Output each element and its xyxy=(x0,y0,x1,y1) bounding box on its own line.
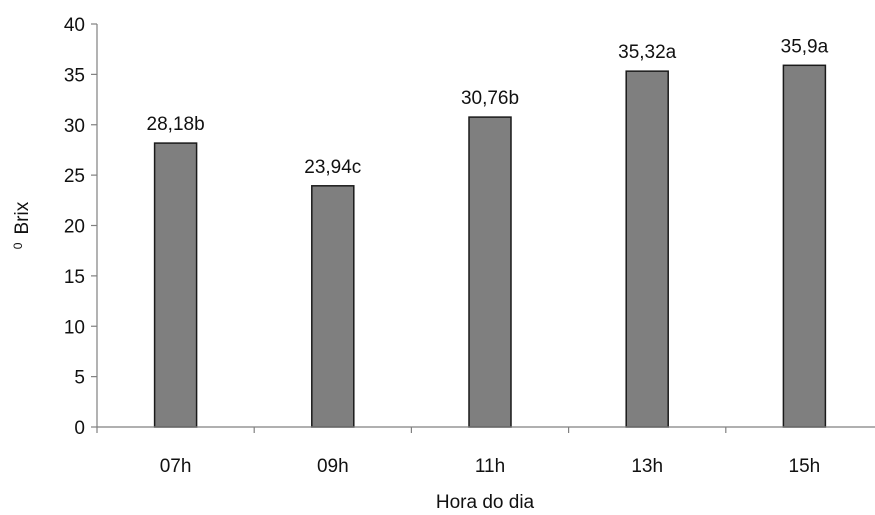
y-tick-label: 15 xyxy=(64,267,85,288)
bar xyxy=(782,64,827,428)
y-axis-ticks: 0 5 10 15 20 25 30 35 40 xyxy=(64,15,97,439)
y-axis-title-label: Brix xyxy=(12,201,33,234)
bar-data-label: 35,32a xyxy=(618,42,677,63)
y-tick-label: 10 xyxy=(64,317,85,338)
y-tick-label: 35 xyxy=(64,65,85,86)
bar-data-label: 30,76b xyxy=(461,88,519,109)
x-tick-label: 13h xyxy=(631,456,663,477)
y-tick-label: 20 xyxy=(64,217,85,238)
bar-data-label: 35,9a xyxy=(781,36,829,57)
x-tick-label: 15h xyxy=(789,456,821,477)
bar-data-label: 28,18b xyxy=(147,114,205,135)
bar xyxy=(153,142,198,428)
bar-data-label: 23,94c xyxy=(304,157,361,178)
bar xyxy=(311,185,355,428)
y-axis-title: 0 Brix xyxy=(9,201,33,249)
y-tick-label: 0 xyxy=(74,418,85,439)
x-axis-ticks: 07h 09h 11h 13h 15h xyxy=(96,427,821,477)
y-tick-label: 25 xyxy=(64,166,85,187)
x-tick-label: 07h xyxy=(160,456,192,477)
x-axis-title: Hora do dia xyxy=(436,492,535,513)
x-tick-label: 09h xyxy=(317,456,349,477)
bars: 28,18b 23,94c 30,76b 35,32a 35,9a xyxy=(147,36,829,428)
bar xyxy=(468,116,512,428)
y-axis-title-superscript: 0 xyxy=(11,242,25,249)
y-tick-label: 30 xyxy=(64,116,85,137)
y-tick-label: 40 xyxy=(64,15,85,36)
x-tick-label: 11h xyxy=(475,456,505,477)
y-tick-label: 5 xyxy=(74,368,85,389)
bar xyxy=(625,70,669,428)
